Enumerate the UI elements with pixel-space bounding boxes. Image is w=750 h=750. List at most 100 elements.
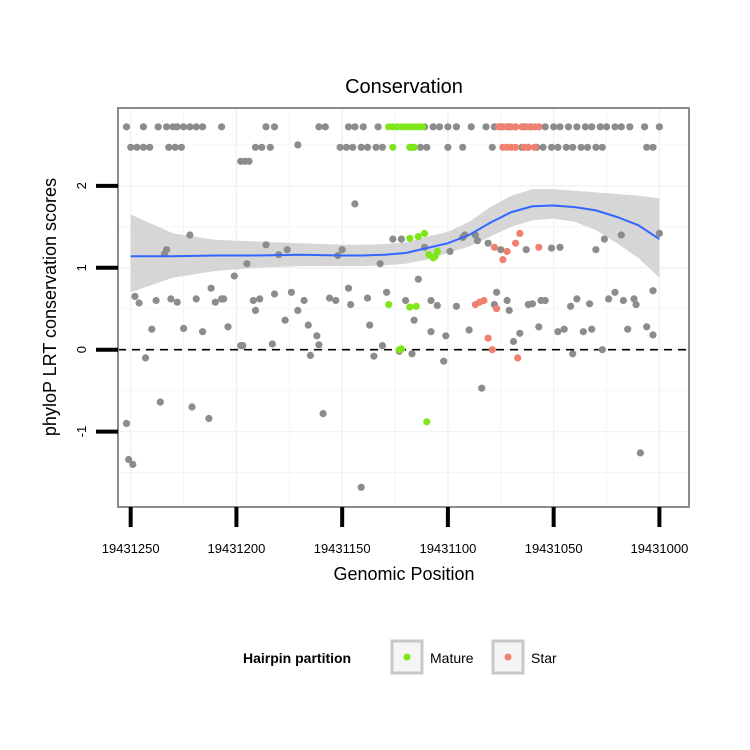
point-other: [220, 295, 228, 303]
y-axis-title: phyloP LRT conservation scores: [40, 178, 60, 436]
point-star: [511, 239, 520, 247]
point-other: [452, 302, 460, 310]
point-mature: [414, 233, 422, 241]
point-other-top: [163, 123, 171, 131]
point-other-second: [258, 143, 266, 151]
legend-marker-star: [504, 653, 512, 661]
point-other: [315, 341, 323, 349]
point-other: [410, 316, 418, 324]
point-other: [207, 284, 215, 292]
point-other: [357, 483, 365, 491]
point-other: [239, 342, 247, 350]
point-other-top: [573, 123, 581, 131]
point-other-second: [372, 143, 380, 151]
point-other: [186, 231, 194, 239]
point-other-second: [423, 143, 431, 151]
panel-border: [117, 107, 690, 508]
smooth-confidence-band: [130, 189, 660, 293]
point-star: [511, 123, 520, 131]
legend-key-star: [491, 639, 525, 675]
point-other: [560, 325, 568, 333]
point-other-top: [359, 123, 367, 131]
point-other: [484, 239, 492, 247]
point-other-top: [262, 123, 270, 131]
point-other: [586, 300, 594, 308]
point-star: [514, 354, 522, 362]
point-other: [505, 306, 513, 314]
point-other-top: [192, 123, 200, 131]
point-other: [167, 295, 175, 303]
point-star: [484, 334, 492, 342]
point-other-top: [655, 123, 664, 131]
point-other: [605, 295, 613, 303]
legend-title: Hairpin partition: [243, 650, 351, 666]
point-other: [287, 288, 295, 296]
point-other: [554, 328, 562, 336]
point-mature: [412, 302, 420, 310]
point-star: [493, 305, 501, 313]
point-other-second: [127, 143, 135, 151]
point-other: [537, 296, 545, 305]
y-tick-label: 1: [74, 264, 89, 271]
point-other: [351, 200, 359, 208]
point-other: [598, 346, 606, 354]
point-mature: [389, 143, 397, 151]
panel-background: [118, 108, 689, 507]
point-star: [499, 256, 507, 264]
point-other-second: [547, 143, 556, 151]
point-other: [135, 299, 143, 307]
point-other: [389, 235, 397, 243]
point-other: [497, 246, 505, 254]
point-other: [152, 296, 160, 305]
point-other: [224, 323, 232, 331]
point-other: [338, 246, 346, 254]
point-other-second: [177, 143, 185, 151]
point-other: [148, 325, 156, 333]
point-other: [192, 295, 200, 303]
point-other-second: [171, 143, 179, 151]
point-other: [630, 295, 638, 303]
point-other: [611, 288, 619, 296]
point-mature: [406, 234, 414, 242]
point-other-top: [344, 123, 353, 131]
point-other-second: [266, 143, 274, 151]
point-other-top: [641, 123, 649, 131]
point-other: [440, 357, 448, 365]
point-other: [617, 231, 625, 239]
point-other-top: [444, 123, 452, 131]
point-other: [655, 229, 664, 237]
point-other: [579, 328, 587, 336]
x-tick-label: 19431050: [525, 541, 583, 556]
point-other: [347, 301, 355, 309]
point-other: [325, 294, 334, 302]
point-other: [366, 321, 374, 329]
point-other: [256, 295, 264, 303]
point-other-top: [186, 123, 194, 131]
point-other: [283, 246, 291, 254]
legend-item-star: Star: [491, 639, 557, 675]
point-other-top: [617, 123, 625, 131]
point-other-top: [351, 123, 359, 131]
point-other-second: [416, 143, 424, 151]
point-mature: [385, 301, 393, 309]
point-other: [294, 306, 302, 314]
point-other-top: [588, 123, 596, 131]
point-other-second: [569, 143, 577, 151]
point-other-second: [336, 143, 344, 151]
point-other: [131, 292, 139, 300]
point-mature: [418, 123, 427, 131]
point-other-second: [165, 143, 173, 151]
point-other: [569, 350, 577, 358]
point-other: [397, 235, 405, 243]
x-axis: 19431250 19431200 19431150 19431100 19431050…: [102, 507, 688, 556]
legend-label-star: Star: [531, 650, 557, 666]
point-other: [300, 296, 308, 305]
point-other: [649, 331, 657, 339]
point-other: [245, 157, 253, 165]
point-other-top: [564, 123, 573, 131]
point-other: [141, 354, 150, 362]
point-other: [478, 384, 486, 392]
point-other: [524, 301, 532, 309]
point-other: [402, 296, 410, 305]
point-other: [125, 455, 133, 464]
